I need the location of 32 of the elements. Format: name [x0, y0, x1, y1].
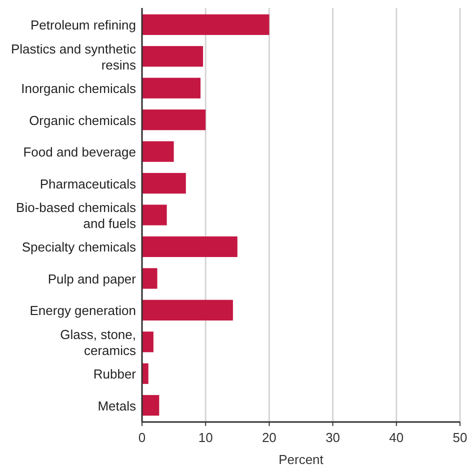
y-tick-label: Specialty chemicals — [22, 239, 136, 254]
bar — [142, 14, 270, 35]
y-tick-label: Energy generation — [30, 302, 136, 318]
bar — [142, 172, 186, 194]
bar — [142, 141, 174, 162]
x-tick-label: 30 — [326, 430, 340, 445]
y-tick-label: Organic chemicals — [29, 112, 136, 128]
bar — [142, 78, 201, 98]
bar — [142, 236, 238, 258]
bar — [142, 300, 233, 320]
y-tick-label: Pharmaceuticals — [40, 176, 136, 191]
x-tick-label: 20 — [262, 430, 276, 445]
x-tick-label: 40 — [389, 430, 404, 445]
y-tick-label: Pulp and paper — [48, 270, 137, 286]
y-tick-label: Bio-based chemicals and fuels — [16, 200, 136, 230]
x-tick-label: 50 — [452, 430, 468, 445]
x-tick-label: 10 — [198, 430, 213, 445]
bar — [142, 332, 154, 352]
bar — [142, 46, 204, 67]
y-tick-label: Food and beverage — [23, 144, 136, 160]
y-tick-label: Metals — [98, 398, 136, 413]
y-tick-label: Inorganic chemicals — [21, 80, 136, 96]
x-axis-title: Percent — [278, 452, 324, 467]
x-tick-label: 0 — [138, 430, 146, 445]
y-tick-label: Glass, stone, ceramics — [60, 326, 136, 358]
y-tick-label: Plastics and synthetic resins — [10, 40, 136, 72]
y-tick-label: Petroleum refining — [30, 17, 136, 32]
bar — [142, 268, 158, 289]
bar — [142, 110, 206, 130]
bar — [142, 204, 167, 226]
y-tick-label: Rubber — [93, 366, 137, 382]
bar — [142, 395, 160, 416]
